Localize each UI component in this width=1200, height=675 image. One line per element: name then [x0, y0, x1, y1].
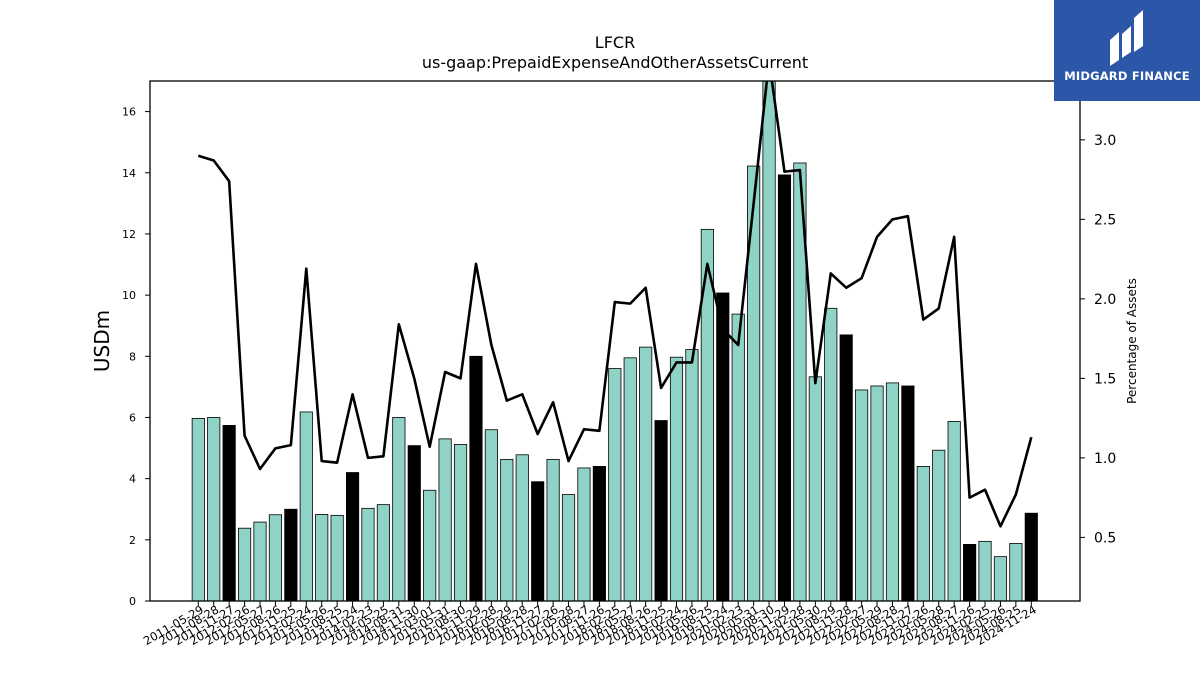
bar [469, 355, 483, 601]
bar-series [191, 81, 1038, 601]
chart-title: LFCR [595, 33, 635, 52]
bar [561, 494, 576, 601]
brand-logo: MIDGARD FINANCE [1054, 0, 1200, 101]
bar [947, 421, 961, 601]
bar [901, 385, 915, 601]
y-tick-label: 16 [122, 106, 136, 119]
y-right-tick-label: 1.5 [1094, 371, 1116, 387]
bar [500, 458, 514, 601]
y-right-tick-label: 2.0 [1094, 292, 1116, 308]
bar [685, 349, 699, 601]
logo-name: MIDGARD FINANCE [1064, 69, 1190, 83]
y-right-tick-label: 1.0 [1094, 451, 1116, 467]
bar [407, 445, 421, 601]
bar [268, 514, 283, 601]
bar [700, 228, 714, 601]
y-axis-label-right: Percentage of Assets [1125, 278, 1139, 404]
x-axis-ticks: 2011-05-292011-08-282011-11-272012-02-26… [141, 601, 1039, 648]
bar [546, 458, 560, 601]
bar [978, 540, 992, 601]
y-right-tick-label: 3.0 [1094, 133, 1116, 149]
bar [423, 489, 437, 601]
y-tick-label: 14 [122, 167, 136, 180]
bar [762, 81, 776, 601]
bar [299, 411, 313, 601]
y-tick-label: 12 [122, 228, 136, 241]
bar [855, 389, 869, 601]
bar [238, 527, 252, 601]
y-tick-label: 6 [129, 411, 136, 424]
bar [1009, 543, 1023, 601]
bar [191, 417, 205, 601]
bar [731, 313, 745, 601]
y-tick-label: 4 [129, 473, 136, 486]
bar [669, 356, 684, 601]
bar [330, 514, 344, 601]
bar [608, 368, 622, 601]
bar [284, 508, 298, 601]
bar [592, 466, 606, 601]
bar [577, 467, 591, 601]
bar [345, 472, 360, 601]
bar [654, 420, 668, 601]
bar [808, 376, 822, 601]
bar [315, 514, 329, 601]
bar [1024, 512, 1038, 601]
bar [376, 504, 390, 601]
percentage-line [197, 81, 1033, 528]
bar [639, 346, 653, 601]
bar [392, 417, 406, 601]
right-axis-ticks: 0.5 1.0 1.5 2.0 2.5 3.0 [1080, 133, 1116, 546]
bar [222, 425, 236, 601]
bar [716, 292, 730, 601]
y-tick-label: 8 [129, 350, 136, 363]
bar [870, 385, 884, 601]
bar [515, 454, 529, 601]
bar [963, 544, 977, 601]
bar [207, 417, 221, 601]
y-axis-label: USDm [90, 310, 114, 372]
y-right-tick-label: 2.5 [1094, 212, 1116, 228]
bar [531, 481, 545, 601]
bar [438, 438, 452, 601]
bar [932, 449, 946, 601]
y-tick-label: 10 [122, 289, 136, 302]
bar [777, 174, 792, 601]
y-tick-label: 0 [129, 595, 136, 608]
bar [253, 521, 267, 601]
chart-subtitle: us-gaap:PrepaidExpenseAndOtherAssetsCurr… [422, 53, 808, 72]
bar [993, 556, 1008, 601]
bar [824, 307, 838, 601]
bar [885, 382, 900, 601]
left-axis-ticks: 0 2 4 6 8 10 12 14 16 [122, 106, 150, 608]
y-tick-label: 2 [129, 534, 136, 547]
y-right-tick-label: 0.5 [1094, 530, 1116, 546]
bar [839, 334, 853, 601]
bar [453, 443, 468, 601]
bar [916, 466, 930, 601]
bar [361, 507, 375, 601]
bar [623, 357, 637, 601]
logo-mark-icon [1110, 10, 1143, 66]
bar [484, 429, 498, 601]
